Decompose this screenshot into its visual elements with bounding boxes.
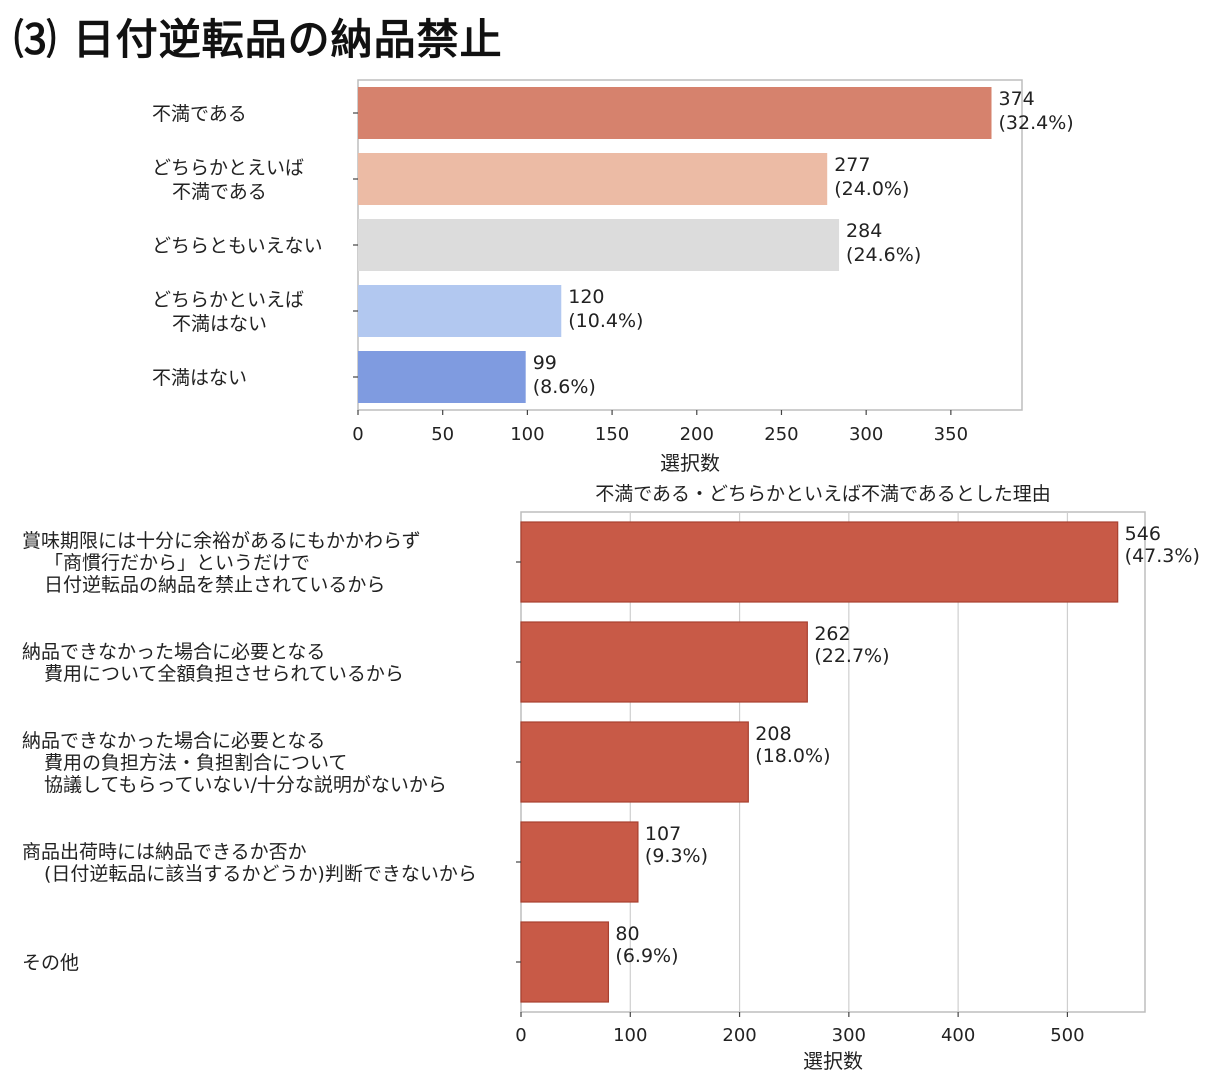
chart2-category-label: 賞味期限には十分に余裕があるにもかかわらず <box>22 530 421 552</box>
chart1-percent-label: (32.4%) <box>999 112 1074 134</box>
chart2-category-label: 協議してもらっていない/十分な説明がないから <box>44 774 447 796</box>
chart2-percent-label: (18.0%) <box>755 745 830 767</box>
chart1-bar <box>358 285 562 337</box>
chart2-percent-label: (47.3%) <box>1125 545 1200 567</box>
chart1-percent-label: (24.0%) <box>834 178 909 200</box>
chart2-value-label: 80 <box>615 923 639 945</box>
chart2-category-label: 商品出荷時には納品できるか否か <box>22 841 307 863</box>
chart2-bar <box>520 521 1119 603</box>
chart2-category-label: 日付逆転品の納品を禁止されているから <box>44 574 385 596</box>
chart2-category-label: その他 <box>22 952 79 974</box>
chart2-x-tick-label: 100 <box>613 1025 647 1046</box>
chart2-bar <box>520 721 749 803</box>
chart2-title: 不満である・どちらかといえば不満であるとした理由 <box>595 483 1051 505</box>
chart1-category-label: 不満はない <box>152 367 247 389</box>
chart2-category-label: 費用の負担方法・負担割合について <box>44 752 347 774</box>
chart2-x-axis-title: 選択数 <box>803 1049 863 1073</box>
chart1-value-label: 284 <box>846 220 882 242</box>
chart1-x-tick-label: 300 <box>849 424 883 445</box>
chart2-x-tick-label: 200 <box>722 1025 756 1046</box>
chart1-category-label: 不満はない <box>172 313 267 335</box>
chart2-percent-label: (6.9%) <box>615 945 678 967</box>
chart1-bar <box>358 153 828 205</box>
chart2-percent-label: (9.3%) <box>645 845 708 867</box>
chart2-bar <box>520 921 610 1003</box>
chart1-x-tick-label: 350 <box>934 424 968 445</box>
chart2-x-tick-label: 300 <box>832 1025 866 1046</box>
chart2-category-label: 費用について全額負担させられているから <box>44 663 404 685</box>
chart1-x-tick-label: 0 <box>352 424 363 445</box>
chart1-bar <box>358 219 840 271</box>
chart1-category-label: 不満である <box>172 181 267 203</box>
chart2-category-label: 納品できなかった場合に必要となる <box>22 641 325 663</box>
chart1-percent-label: (8.6%) <box>533 376 596 398</box>
chart1-category-label: どちらかとえいば <box>152 157 304 179</box>
chart1-percent-label: (24.6%) <box>846 244 921 266</box>
chart2-category-label: 納品できなかった場合に必要となる <box>22 730 325 752</box>
chart2-category-label: (日付逆転品に該当するかどうか)判断できないから <box>44 863 477 885</box>
chart1-x-axis-title: 選択数 <box>660 451 720 475</box>
chart1-value-label: 277 <box>834 154 870 176</box>
chart2-value-label: 107 <box>645 823 681 845</box>
chart2-bar <box>520 821 639 903</box>
chart2-value-label: 262 <box>814 623 850 645</box>
chart1-x-tick-label: 100 <box>510 424 544 445</box>
chart2-category-label: 「商慣行だから」というだけで <box>44 552 310 574</box>
chart1-x-tick-label: 200 <box>680 424 714 445</box>
chart1-x-tick-label: 250 <box>764 424 798 445</box>
chart2-percent-label: (22.7%) <box>814 645 889 667</box>
chart1-bar <box>358 351 526 403</box>
chart2-x-tick-label: 0 <box>515 1025 526 1046</box>
chart1-value-label: 374 <box>999 88 1035 110</box>
page-title: ⑶ 日付逆転品の納品禁止 <box>14 15 503 64</box>
chart1-x-tick-label: 150 <box>595 424 629 445</box>
chart2-value-label: 208 <box>755 723 791 745</box>
chart1-category-label: どちらかといえば <box>152 289 304 311</box>
chart2-x-tick-label: 500 <box>1050 1025 1084 1046</box>
chart1-value-label: 120 <box>568 286 604 308</box>
chart2-value-label: 546 <box>1125 523 1161 545</box>
chart2-bar <box>520 621 808 703</box>
chart1-x-tick-label: 50 <box>431 424 454 445</box>
chart1-bar <box>358 87 992 139</box>
chart1-category-label: 不満である <box>152 103 247 125</box>
chart1-value-label: 99 <box>533 352 557 374</box>
chart1-category-label: どちらともいえない <box>152 235 323 257</box>
chart2-x-tick-label: 400 <box>941 1025 975 1046</box>
chart1-percent-label: (10.4%) <box>568 310 643 332</box>
